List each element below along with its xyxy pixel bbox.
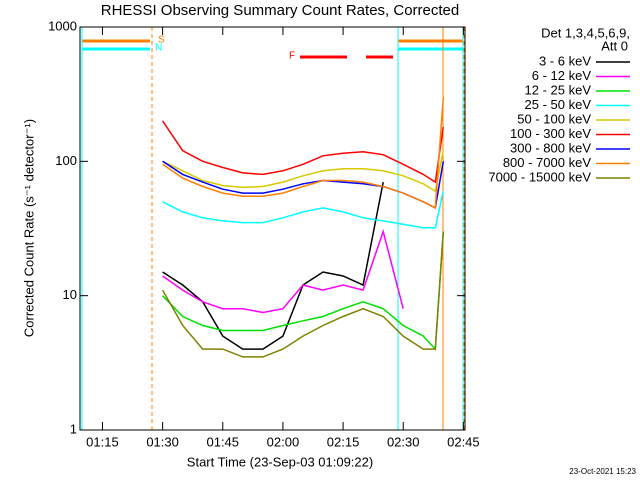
footer: 23-Oct-2021 15:23 [569, 467, 636, 476]
legend-title: Det 1,3,4,5,6,9, [541, 25, 630, 40]
chart-title: RHESSI Observing Summary Count Rates, Co… [101, 2, 459, 19]
flag-label: F [289, 51, 295, 62]
legend-title: Att 0 [601, 38, 628, 53]
x-tick-label: 02:00 [267, 434, 300, 449]
x-tick-label: 02:30 [387, 434, 420, 449]
legend-label: 50 - 100 keV [517, 111, 591, 126]
flag-label: N [155, 43, 162, 54]
x-tick-label: 01:15 [86, 434, 119, 449]
legend-label: 25 - 50 keV [525, 97, 592, 112]
x-tick-label: 02:15 [327, 434, 360, 449]
plot-frame [79, 26, 466, 431]
series-line [162, 97, 445, 210]
legend-label: 100 - 300 keV [510, 126, 591, 141]
legend-label: 7000 - 15000 keV [488, 169, 591, 184]
y-tick-label: 100 [55, 153, 77, 168]
legend-label: 800 - 7000 keV [503, 155, 592, 170]
series-line [161, 120, 445, 184]
flag-label: S [158, 35, 165, 46]
x-tick-label: 02:45 [447, 434, 480, 449]
y-tick-label: 1 [70, 421, 77, 436]
x-tick-label: 01:45 [206, 434, 239, 449]
series-line [162, 150, 445, 193]
series-line [162, 190, 445, 229]
legend-label: 300 - 800 keV [510, 140, 591, 155]
series-line [162, 231, 445, 351]
flags: S N F [81, 27, 465, 430]
y-axis-label: Corrected Count Rate (s⁻¹ detector⁻¹) [21, 119, 36, 337]
y-tick-label: 1000 [48, 18, 77, 33]
legend-label: 6 - 12 keV [532, 68, 592, 83]
legend-label: 12 - 25 keV [525, 82, 592, 97]
x-tick-label: 01:30 [146, 434, 179, 449]
y-tick-label: 10 [63, 287, 77, 302]
x-axis-label: Start Time (23-Sep-03 01:09:22) [187, 454, 373, 469]
series-line [161, 231, 445, 358]
series-line [162, 228, 404, 314]
legend-label: 3 - 6 keV [539, 53, 591, 68]
